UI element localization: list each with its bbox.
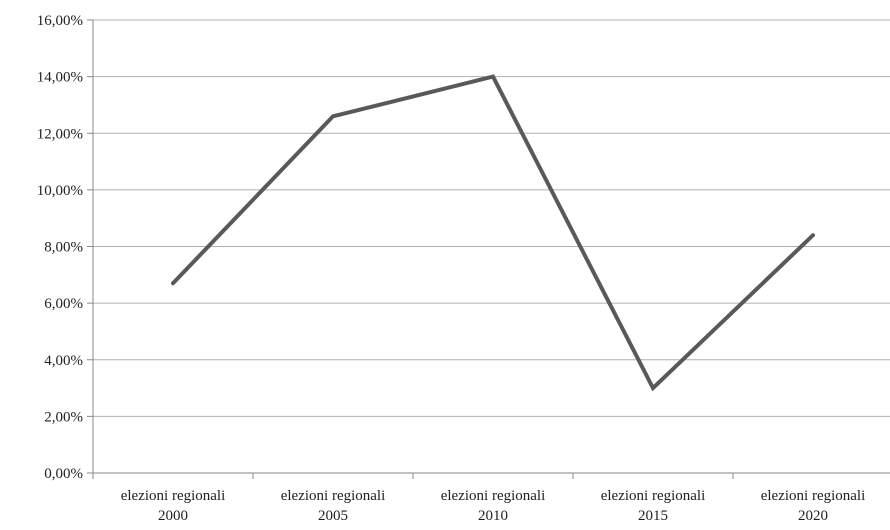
x-tick-label: elezioni regionali 2015	[601, 488, 706, 524]
series-line	[171, 74, 815, 392]
axes	[92, 20, 890, 474]
x-tick-label: elezioni regionali 2000	[121, 488, 226, 524]
y-tick-label: 0,00%	[44, 466, 83, 482]
y-axis-ticks: 0,00% 2,00% 4,00% 6,00% 8,00% 10,00% 12,00% 14,…	[37, 13, 93, 482]
gridlines	[93, 19, 890, 417]
y-tick-label: 6,00%	[44, 296, 83, 312]
y-tick-label: 12,00%	[37, 126, 83, 142]
y-tick-label: 14,00%	[37, 70, 83, 86]
y-tick-label: 10,00%	[37, 183, 83, 199]
x-tick-label: elezioni regionali 2020	[761, 488, 866, 524]
x-axis-ticks: elezioni regionali 2000 elezioni regionali…	[92, 473, 866, 524]
y-tick-label: 8,00%	[44, 240, 83, 256]
series-group	[171, 74, 815, 392]
x-tick-label: elezioni regionali 2005	[281, 488, 386, 524]
y-tick-label: 4,00%	[44, 353, 83, 369]
y-tick-label: 16,00%	[37, 13, 83, 29]
x-tick-label: elezioni regionali 2010	[441, 488, 546, 524]
y-tick-label: 2,00%	[44, 409, 83, 425]
